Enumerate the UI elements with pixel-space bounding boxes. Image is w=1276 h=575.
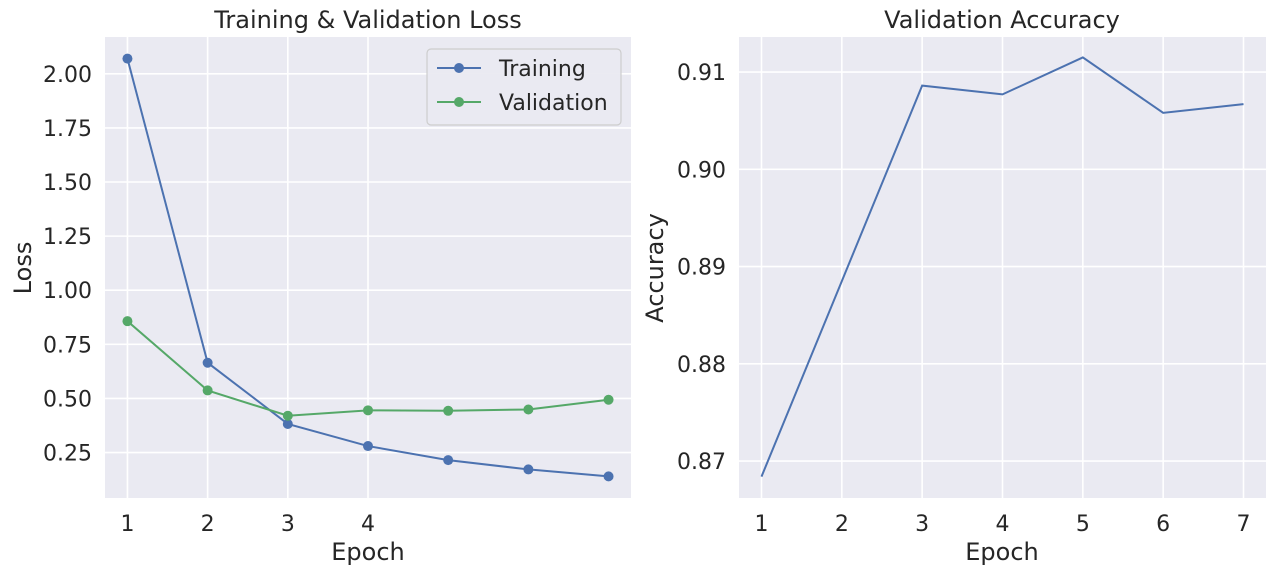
loss-x-tick-label: 3 (281, 512, 295, 537)
accuracy-series-layer (760, 56, 1244, 477)
accuracy-grid (739, 37, 1266, 498)
accuracy-panel: 1 2 3 4 5 6 7 0.87 0.88 0.89 0.90 0.91 Validation … (641, 6, 1266, 566)
loss-validation-point (202, 385, 213, 396)
accuracy-y-tick-label: 0.88 (677, 353, 726, 378)
loss-x-tick-label: 1 (120, 512, 134, 537)
loss-validation-point (603, 394, 614, 405)
loss-validation-point (363, 405, 373, 416)
loss-training-point (282, 418, 293, 429)
accuracy-x-tick-label: 5 (1076, 512, 1090, 537)
loss-training-point (603, 471, 614, 482)
accuracy-chart-title: Validation Accuracy (884, 6, 1120, 34)
accuracy-y-axis-label: Accuracy (641, 213, 669, 323)
loss-x-axis-label: Epoch (331, 538, 405, 566)
accuracy-y-tick-label: 0.91 (677, 61, 726, 86)
loss-training-point (443, 455, 454, 466)
loss-y-tick-label: 0.25 (43, 442, 92, 467)
loss-x-tick-label: 4 (361, 512, 375, 537)
accuracy-x-tick-label: 1 (754, 512, 768, 537)
accuracy-x-axis-label: Epoch (965, 538, 1039, 566)
legend-validation-marker (454, 97, 464, 107)
loss-validation-point (523, 404, 534, 415)
loss-training-point (202, 357, 213, 368)
accuracy-y-tick-label: 0.89 (677, 256, 726, 281)
loss-y-tick-label: 1.75 (43, 117, 92, 142)
accuracy-y-tick-label: 0.90 (677, 158, 726, 183)
loss-chart-title: Training & Validation Loss (213, 6, 521, 34)
accuracy-y-tick-label: 0.87 (677, 450, 726, 475)
loss-y-tick-label: 1.50 (43, 171, 92, 196)
loss-y-tick-label: 0.75 (43, 333, 92, 358)
loss-x-ticks: 1 2 3 4 (120, 512, 375, 537)
loss-grid (105, 37, 631, 498)
loss-panel: 1 2 3 4 0.25 0.50 0.75 1.00 1.25 1.50 1.75 2.00 Tr… (9, 6, 631, 566)
accuracy-series-0-line (760, 56, 1244, 477)
loss-validation-point (443, 405, 454, 416)
accuracy-x-tick-label: 6 (1156, 512, 1170, 537)
loss-series-layer (122, 53, 614, 482)
loss-y-tick-label: 1.00 (43, 279, 92, 304)
accuracy-y-ticks: 0.87 0.88 0.89 0.90 0.91 (677, 61, 726, 475)
accuracy-x-tick-label: 3 (915, 512, 929, 537)
legend-training-marker (454, 63, 464, 73)
loss-legend: Training Validation (426, 48, 622, 126)
loss-training-point (122, 53, 133, 64)
loss-training-point (523, 464, 534, 475)
loss-y-axis-label: Loss (9, 242, 37, 295)
loss-training-point (363, 441, 373, 452)
accuracy-x-tick-label: 7 (1237, 512, 1251, 537)
accuracy-x-ticks: 1 2 3 4 5 6 7 (754, 512, 1250, 537)
loss-y-tick-label: 1.25 (43, 225, 92, 250)
legend-validation-label: Validation (499, 91, 608, 116)
accuracy-x-tick-label: 4 (996, 512, 1010, 537)
loss-y-tick-label: 2.00 (43, 63, 92, 88)
accuracy-x-tick-label: 2 (835, 512, 849, 537)
loss-validation-point (122, 316, 133, 327)
legend-training-label: Training (498, 57, 586, 82)
loss-x-tick-label: 2 (201, 512, 215, 537)
loss-y-ticks: 0.25 0.50 0.75 1.00 1.25 1.50 1.75 2.00 (43, 63, 92, 467)
loss-validation-point (282, 410, 293, 421)
loss-y-tick-label: 0.50 (43, 387, 92, 412)
